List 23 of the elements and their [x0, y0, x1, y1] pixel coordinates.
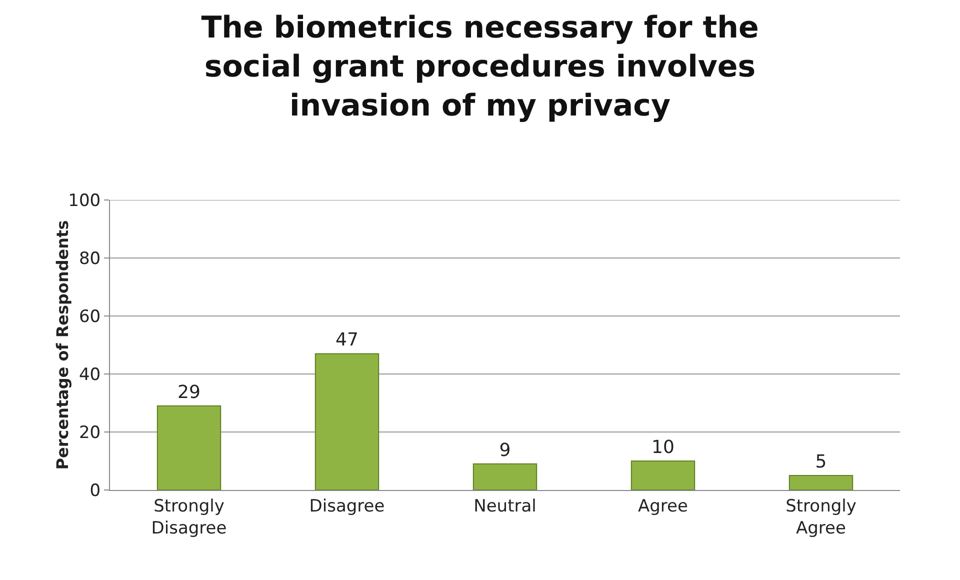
data-label: 29 — [178, 382, 200, 403]
y-tick-label: 40 — [78, 364, 101, 385]
y-tick-label: 0 — [90, 480, 101, 501]
bar — [156, 405, 222, 490]
bar — [472, 463, 538, 490]
bar — [630, 460, 696, 490]
x-tick-label: Disagree — [309, 496, 385, 516]
bar — [788, 475, 854, 490]
x-tick-label: Strongly Agree — [786, 496, 856, 538]
data-label: 9 — [499, 440, 511, 461]
x-tick-label: Agree — [638, 496, 688, 516]
chart-title: The biometrics necessary for the social grant procedures involves invasion of my privacy — [201, 10, 759, 124]
y-tick-label: 20 — [78, 422, 101, 443]
data-label: 10 — [652, 437, 674, 458]
y-tick-label: 80 — [78, 248, 101, 269]
y-axis-title: Percentage of Respondents — [53, 220, 72, 470]
bar — [314, 353, 380, 490]
x-tick-label: Neutral — [474, 496, 536, 516]
y-tick-label: 60 — [78, 306, 101, 327]
data-label: 5 — [815, 452, 827, 472]
data-label: 47 — [336, 330, 358, 351]
x-tick-label: Strongly Disagree — [151, 496, 227, 538]
y-tick-label: 100 — [68, 190, 101, 211]
